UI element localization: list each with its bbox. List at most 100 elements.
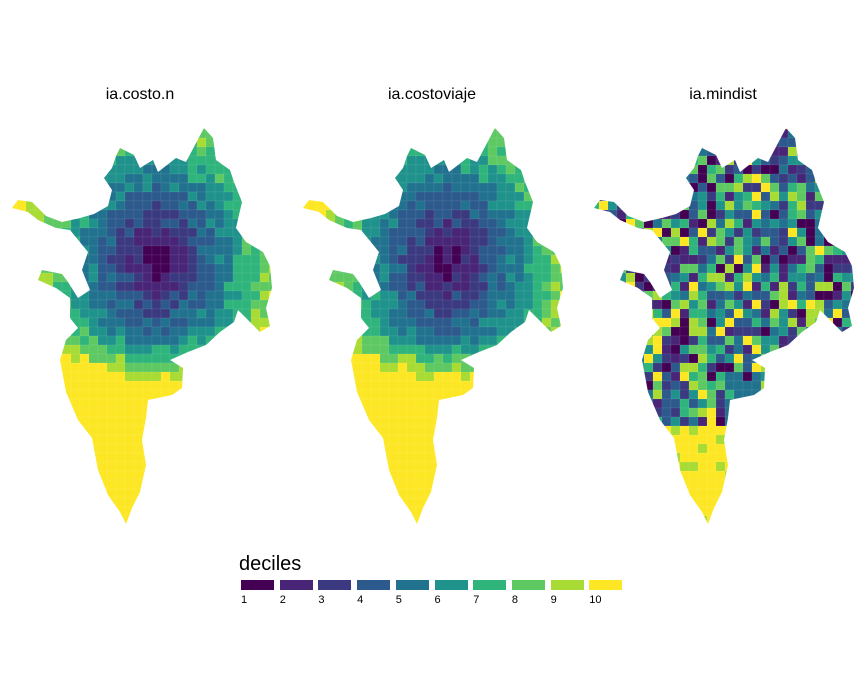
map-cell [169, 245, 180, 256]
map-cell [715, 128, 726, 139]
map-cell [496, 326, 507, 337]
map-cell [79, 497, 90, 508]
map-cell [196, 335, 207, 346]
map-cell [334, 209, 345, 220]
map-cell [343, 227, 354, 238]
map-cell [715, 173, 726, 184]
map-cell [652, 299, 663, 310]
map-cell [79, 155, 90, 166]
map-cell [406, 128, 417, 130]
map-cell [214, 317, 225, 328]
map-cell [514, 281, 525, 292]
map-cell [133, 389, 144, 400]
map-cell [133, 263, 144, 274]
map-cell [787, 128, 798, 130]
map-cell [268, 452, 272, 463]
map-cell [514, 380, 525, 391]
map-cell [478, 335, 489, 346]
map-cell [250, 308, 261, 319]
map-cell [541, 515, 552, 524]
map-cell [223, 353, 234, 364]
map-cell [169, 299, 180, 310]
map-cell [325, 137, 336, 148]
map-cell [316, 281, 327, 292]
map-cell [715, 272, 726, 283]
map-cell [88, 515, 99, 524]
map-cell [607, 461, 618, 472]
map-cell [361, 236, 372, 247]
map-cell [625, 146, 636, 157]
map-cell [169, 344, 180, 355]
map-cell [433, 452, 444, 463]
map-cell [442, 344, 453, 355]
map-cell [550, 461, 561, 472]
map-cell [625, 236, 636, 247]
map-cell [388, 416, 399, 427]
map-cell [523, 461, 534, 472]
map-cell [161, 525, 170, 530]
map-cell [514, 227, 525, 238]
map-cell [307, 218, 318, 229]
map-cell [643, 308, 654, 319]
map-cell [850, 362, 854, 373]
map-cell [160, 317, 171, 328]
map-cell [514, 353, 525, 364]
map-cell [742, 290, 753, 301]
map-cell [70, 344, 81, 355]
map-cell [133, 479, 144, 490]
map-cell [26, 525, 35, 530]
map-cell [307, 200, 318, 211]
map-cell [352, 416, 363, 427]
map-cell [487, 362, 498, 373]
map-cell [433, 317, 444, 328]
map-cell [361, 389, 372, 400]
map-cell [43, 263, 54, 274]
map-cell [124, 407, 135, 418]
map-cell [769, 407, 780, 418]
map-cell [424, 209, 435, 220]
map-cell [223, 389, 234, 400]
map-cell [550, 128, 561, 139]
map-cell [442, 263, 453, 274]
map-cell [751, 263, 762, 274]
map-cell [734, 525, 743, 530]
map-cell [12, 173, 18, 184]
map-cell [316, 200, 327, 211]
map-cell [97, 470, 108, 481]
map-cell [733, 362, 744, 373]
map-cell [241, 209, 252, 220]
map-cell [598, 191, 609, 202]
map-cell [679, 209, 690, 220]
map-cell [460, 326, 471, 337]
map-cell [706, 416, 717, 427]
map-cell [325, 479, 336, 490]
map-cell [760, 488, 771, 499]
map-cell [115, 452, 126, 463]
map-cell [823, 434, 834, 445]
map-cell [670, 443, 681, 454]
map-cell [325, 353, 336, 364]
map-cell [379, 470, 390, 481]
map-cell [670, 209, 681, 220]
map-cell [424, 488, 435, 499]
map-cell [805, 470, 816, 481]
map-cell [532, 254, 543, 265]
map-cell [778, 443, 789, 454]
map-cell [460, 290, 471, 301]
choropleth-map-costoviaje [299, 128, 563, 530]
map-cell [697, 290, 708, 301]
map-cell [478, 362, 489, 373]
map-cell [514, 254, 525, 265]
map-cell [79, 506, 90, 517]
map-cell [52, 173, 63, 184]
map-cell [299, 525, 308, 530]
map-cell [142, 452, 153, 463]
map-cell [796, 209, 807, 220]
map-cell [205, 290, 216, 301]
map-cells [594, 128, 854, 530]
map-cell [769, 128, 780, 130]
map-cell [598, 389, 609, 400]
map-cell [307, 353, 318, 364]
map-cell [697, 245, 708, 256]
map-cell [196, 443, 207, 454]
